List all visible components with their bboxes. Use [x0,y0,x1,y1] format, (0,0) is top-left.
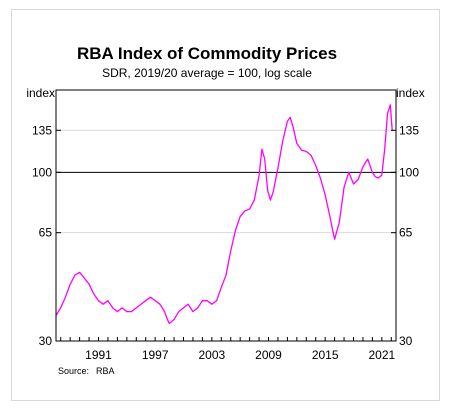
x-tick-label: 1997 [142,348,169,362]
y-tick-label-right: 135 [399,123,419,137]
y-axis-label-right: index [396,86,425,100]
source-value: RBA [96,366,115,376]
y-tick-label-right: 65 [399,226,413,240]
x-tick-label: 1991 [85,348,112,362]
y-tick-label-left: 65 [39,226,53,240]
y-tick-label-right: 100 [399,165,419,179]
tick-layer: 30 30 65 65 100 100 135 135 1991 1997 2003 2009 2015… [32,123,419,362]
y-tick-label-right: 30 [399,334,413,348]
y-tick-label-left: 135 [32,123,52,137]
x-tick-label: 2015 [312,348,339,362]
source-label: Source: [58,366,89,376]
plot-area [55,89,397,342]
grid-layer [56,129,396,234]
line-layer [55,104,393,325]
y-tick-label-left: 30 [39,334,53,348]
y-tick-label-left: 100 [32,165,52,179]
x-tick-label: 2021 [368,348,395,362]
chart-svg: RBA Index of Commodity Prices SDR, 2019/… [26,44,425,376]
x-tick-label: 2003 [198,348,225,362]
chart-subtitle: SDR, 2019/20 average = 100, log scale [102,66,312,80]
y-axis-label-left: index [26,86,55,100]
series-line-commodity-index [55,104,393,325]
chart-title: RBA Index of Commodity Prices [77,44,337,63]
chart-frame: RBA Index of Commodity Prices SDR, 2019/… [11,9,440,401]
x-tick-label: 2009 [255,348,282,362]
